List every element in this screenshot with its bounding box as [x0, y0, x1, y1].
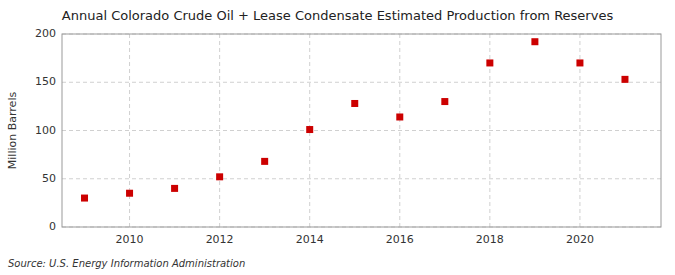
point — [351, 100, 358, 107]
y-tick-label: 50 — [42, 172, 56, 185]
point — [216, 173, 223, 180]
point — [531, 38, 538, 45]
plot-frame — [62, 34, 661, 227]
chart-title: Annual Colorado Crude Oil + Lease Conden… — [62, 8, 614, 23]
axes: 0 50 100 150 200 2010 2012 2014 2016 2018 2020 — [35, 27, 594, 246]
point — [576, 59, 583, 66]
y-tick-label: 0 — [49, 220, 56, 233]
grid-line-y — [62, 178, 661, 179]
chart-container: 0 50 100 150 200 2010 2012 2014 2016 2018 2020 Mill… — [0, 0, 675, 275]
point — [306, 126, 313, 133]
point — [126, 190, 133, 197]
x-tick-label: 2018 — [476, 233, 504, 246]
grid-line-y — [62, 82, 661, 83]
point — [396, 113, 403, 120]
x-tick-label: 2010 — [116, 233, 144, 246]
source-note: Source: U.S. Energy Information Administ… — [8, 258, 245, 269]
grid-line-y — [62, 130, 661, 131]
grid-line-x — [129, 34, 130, 227]
y-axis-label: Million Barrels — [6, 92, 19, 170]
point — [171, 185, 178, 192]
chart-svg: 0 50 100 150 200 2010 2012 2014 2016 2018 2020 Mill… — [0, 0, 675, 275]
grid — [62, 34, 661, 227]
point — [621, 76, 628, 83]
x-tick-label: 2014 — [296, 233, 324, 246]
grid-line-x — [399, 34, 400, 227]
y-tick-label: 200 — [35, 27, 56, 40]
point — [81, 195, 88, 202]
grid-line-x — [219, 34, 220, 227]
y-tick-label: 150 — [35, 75, 56, 88]
x-tick-label: 2012 — [206, 233, 234, 246]
point — [261, 158, 268, 165]
x-tick-label: 2020 — [566, 233, 594, 246]
point — [441, 98, 448, 105]
x-tick-label: 2016 — [386, 233, 414, 246]
points — [81, 38, 628, 201]
point — [486, 59, 493, 66]
y-tick-label: 100 — [35, 124, 56, 137]
